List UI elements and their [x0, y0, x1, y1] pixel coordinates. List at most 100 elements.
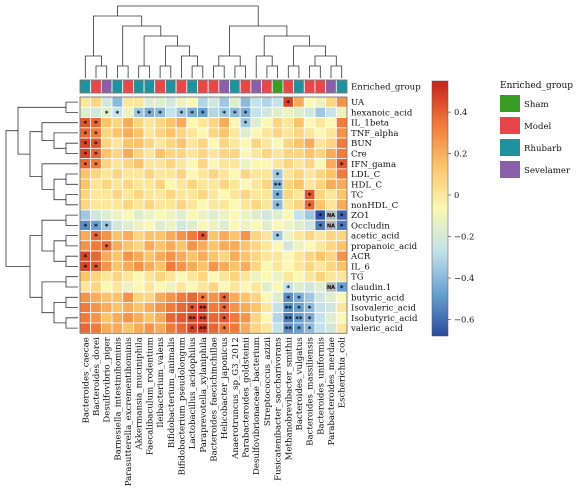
- row-label: UA: [351, 98, 365, 108]
- heatmap-cell: [165, 96, 177, 108]
- column-label: Escherichia_coli: [338, 337, 348, 408]
- heatmap-cell: [165, 209, 177, 221]
- row-label: acetic_acid: [351, 232, 400, 242]
- significance-star: *: [222, 305, 226, 313]
- column-label: Desulfovibrionaceae_bacterium: [252, 337, 262, 475]
- significance-star: *: [201, 109, 205, 117]
- heatmap-cell: [79, 168, 92, 180]
- heatmap-cell: [303, 219, 316, 231]
- heatmap-cell: [111, 168, 124, 180]
- heatmap-cell: [239, 219, 252, 231]
- heatmap-cell: [325, 178, 337, 190]
- heatmap-cell: [282, 219, 295, 231]
- heatmap-cell: [100, 260, 113, 272]
- heatmap-cell: [122, 312, 134, 324]
- group-cell: [154, 79, 166, 94]
- heatmap-cell: [218, 250, 230, 262]
- heatmap-cell: [261, 230, 273, 242]
- column-label: Bifidobacterium_animalis: [167, 337, 177, 448]
- heatmap-cell: [165, 301, 177, 314]
- significance-star: *: [286, 99, 290, 107]
- heatmap-cell: [79, 230, 92, 242]
- significance-star: **: [199, 325, 207, 333]
- heatmap-cell: [261, 281, 273, 293]
- heatmap-cell: [165, 219, 177, 231]
- heatmap-cell: [229, 178, 241, 190]
- heatmap-cell: [132, 312, 145, 324]
- heatmap-cell: [229, 230, 241, 242]
- heatmap-cell: [197, 137, 209, 149]
- heatmap-cell: [325, 168, 337, 180]
- heatmap-cell: [122, 301, 134, 314]
- legend-swatch: [500, 139, 520, 156]
- colorbar-tick-label: −0.4: [454, 273, 474, 283]
- heatmap-cell: [111, 147, 124, 160]
- heatmap-cell: [218, 127, 230, 139]
- heatmap-cell: [122, 219, 134, 231]
- heatmap-cell: [314, 127, 327, 139]
- heatmap-cell: [165, 106, 177, 118]
- row-label: nonHDL_C: [351, 201, 399, 211]
- heatmap-cell: [335, 127, 348, 139]
- heatmap-cell: [186, 168, 198, 180]
- significance-star: *: [94, 150, 98, 158]
- heatmap-cell: [165, 117, 177, 129]
- heatmap-cell: [197, 127, 209, 139]
- heatmap-cell: [175, 312, 188, 324]
- heatmap-cell: [90, 168, 102, 180]
- heatmap-cell: [282, 106, 295, 118]
- heatmap-cell: [90, 281, 102, 293]
- heatmap-cell: [197, 219, 209, 231]
- heatmap-cell: [229, 291, 241, 303]
- heatmap-cell: [271, 240, 284, 252]
- significance-star: **: [188, 315, 196, 323]
- heatmap-cell: [218, 199, 230, 211]
- significance-star: *: [94, 130, 98, 138]
- heatmap-cell: [100, 147, 113, 160]
- column-label: Barnesiella_intestinihominis: [113, 337, 123, 460]
- heatmap-cell: [111, 240, 124, 252]
- heatmap-cell: [143, 96, 156, 108]
- heatmap-cell: [218, 230, 230, 242]
- significance-markers: ** * * * * * * * * * ** * ** ** ** ** * ***** ** ** NA ** * * * N…: [84, 99, 344, 333]
- heatmap-cell: [143, 209, 156, 221]
- heatmap-cell: [207, 322, 220, 334]
- heatmap-cell: [79, 106, 92, 118]
- dendrogram-branch: [41, 122, 78, 141]
- heatmap-cell: [229, 301, 241, 314]
- heatmap-cell: [165, 281, 177, 293]
- heatmap-cell: [271, 260, 284, 272]
- heatmap-cell: [111, 96, 124, 108]
- heatmap-cell: [122, 199, 134, 211]
- column-label: Bacteroides_faecichinchillae: [210, 337, 220, 462]
- heatmap-cell: [111, 260, 124, 272]
- na-label: NA: [327, 285, 335, 291]
- heatmap-cell: [207, 250, 220, 262]
- heatmap-cell: [111, 230, 124, 242]
- heatmap-cell: [143, 250, 156, 262]
- heatmap-cell: [207, 147, 220, 160]
- significance-star: *: [276, 202, 280, 210]
- heatmap-cell: [111, 209, 124, 221]
- column-label: Helicobacter_japonicus: [220, 337, 230, 439]
- heatmap-cell: [165, 137, 177, 149]
- heatmap-cell: [229, 250, 241, 262]
- heatmap-cell: [100, 137, 113, 149]
- heatmap-cell: [143, 322, 156, 334]
- heatmap-cell: [335, 312, 348, 324]
- group-cell: [100, 79, 113, 94]
- significance-star: **: [295, 315, 303, 323]
- heatmap-cell: [132, 137, 145, 149]
- heatmap-cell: [122, 158, 134, 170]
- heatmap-cell: [175, 291, 188, 303]
- heatmap-cell: [229, 240, 241, 252]
- row-label: LDL_C: [351, 170, 381, 180]
- heatmap-cell: [100, 158, 113, 170]
- heatmap-cell: [186, 250, 198, 262]
- dendrogram-branch: [122, 25, 162, 66]
- heatmap-cell: [271, 219, 284, 231]
- heatmap-cell: [175, 96, 188, 108]
- heatmap-cell: [282, 199, 295, 211]
- row-label: TG: [351, 273, 364, 283]
- column-label: Akkermansia_muciniphila: [135, 337, 145, 450]
